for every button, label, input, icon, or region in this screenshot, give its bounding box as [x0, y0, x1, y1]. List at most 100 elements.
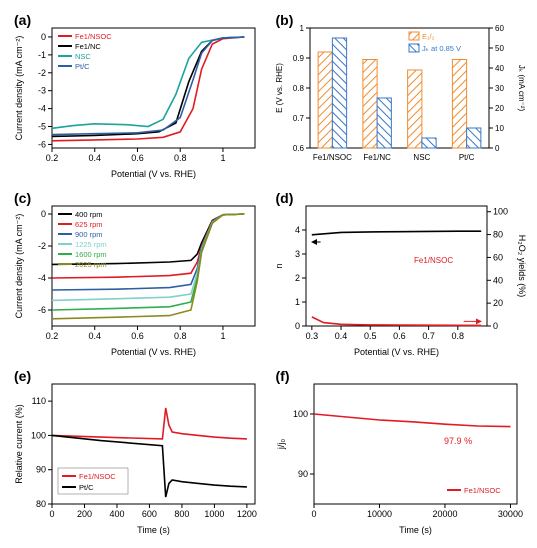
svg-text:0: 0	[41, 209, 46, 219]
panel-e-svg: 0200400600800100012008090100110Time (s)R…	[10, 366, 265, 536]
svg-text:Fe1/NC: Fe1/NC	[75, 42, 101, 51]
svg-text:100: 100	[31, 430, 46, 440]
svg-text:E (V vs. RHE): E (V vs. RHE)	[275, 63, 284, 113]
svg-text:0.4: 0.4	[88, 153, 101, 163]
svg-text:H₂O₂ yields (%): H₂O₂ yields (%)	[517, 235, 527, 298]
panel-e: (e) 0200400600800100012008090100110Time …	[10, 366, 266, 536]
svg-text:0.8: 0.8	[292, 84, 304, 93]
svg-text:20: 20	[493, 298, 503, 308]
svg-text:Jₖ at 0.85 V: Jₖ at 0.85 V	[422, 44, 461, 53]
svg-text:0: 0	[49, 509, 54, 519]
svg-text:0.7: 0.7	[292, 114, 304, 123]
panel-f: (f) 010000200003000090100Time (s)j/j₀97.…	[272, 366, 528, 536]
svg-text:10: 10	[495, 124, 504, 133]
svg-text:Fe1/NSOC: Fe1/NSOC	[464, 486, 501, 495]
svg-text:80: 80	[36, 499, 46, 509]
svg-text:E₁/₂: E₁/₂	[422, 32, 435, 41]
svg-text:Pt/C: Pt/C	[79, 483, 94, 492]
svg-text:50: 50	[495, 44, 504, 53]
svg-text:0.8: 0.8	[174, 331, 187, 341]
svg-text:0.7: 0.7	[422, 331, 435, 341]
panel-b-svg: 0.60.70.80.910102030405060Fe1/NSOCFe1/NC…	[272, 10, 527, 180]
svg-text:-3: -3	[38, 86, 46, 96]
svg-text:Pt/C: Pt/C	[75, 62, 90, 71]
panel-b: (b) 0.60.70.80.910102030405060Fe1/NSOCFe…	[272, 10, 528, 180]
panel-b-label: (b)	[276, 12, 294, 28]
svg-text:0.5: 0.5	[363, 331, 376, 341]
svg-text:0.6: 0.6	[292, 144, 304, 153]
panel-c-svg: 0.2 0.4 0.6 0.8 1 -6 -4 -2 0 Potential (V vs. RHE…	[10, 188, 265, 358]
svg-text:-6: -6	[38, 305, 46, 315]
svg-text:30000: 30000	[497, 509, 522, 519]
svg-text:0.6: 0.6	[131, 153, 144, 163]
svg-text:-2: -2	[38, 241, 46, 251]
svg-text:0.9: 0.9	[292, 54, 304, 63]
svg-text:0.8: 0.8	[174, 153, 187, 163]
svg-text:2025 rpm: 2025 rpm	[75, 260, 107, 269]
svg-text:Jₖ (mA cm⁻²): Jₖ (mA cm⁻²)	[517, 65, 526, 112]
svg-text:0.8: 0.8	[451, 331, 464, 341]
svg-text:Relative current (%): Relative current (%)	[14, 404, 24, 484]
panel-f-svg: 010000200003000090100Time (s)j/j₀97.9 %F…	[272, 366, 527, 536]
svg-text:Fe1/NSOC: Fe1/NSOC	[414, 256, 453, 265]
svg-text:1: 1	[299, 24, 304, 33]
svg-text:0: 0	[41, 32, 46, 42]
svg-text:1: 1	[220, 331, 225, 341]
svg-text:90: 90	[36, 465, 46, 475]
svg-text:40: 40	[493, 275, 503, 285]
svg-text:1000: 1000	[204, 509, 224, 519]
svg-text:200: 200	[77, 509, 92, 519]
svg-text:80: 80	[493, 230, 503, 240]
panel-d-label: (d)	[276, 190, 294, 206]
svg-text:1225 rpm: 1225 rpm	[75, 240, 107, 249]
svg-text:-4: -4	[38, 104, 46, 114]
svg-text:100: 100	[493, 207, 508, 217]
svg-text:1: 1	[220, 153, 225, 163]
svg-text:0.4: 0.4	[334, 331, 347, 341]
svg-text:n: n	[274, 263, 284, 268]
svg-text:Fe1/NSOC: Fe1/NSOC	[312, 153, 351, 162]
svg-text:Pt/C: Pt/C	[458, 153, 474, 162]
svg-text:60: 60	[495, 24, 504, 33]
svg-text:NSC: NSC	[413, 153, 430, 162]
panel-c-label: (c)	[14, 190, 31, 206]
svg-text:625 rpm: 625 rpm	[75, 220, 103, 229]
svg-text:0: 0	[495, 144, 500, 153]
svg-text:97.9 %: 97.9 %	[444, 436, 472, 446]
svg-text:-4: -4	[38, 273, 46, 283]
panel-c: (c) 0.2 0.4 0.6 0.8 1 -6 -4 -2 0 Potential (V vs.…	[10, 188, 266, 358]
svg-text:Potential (V vs. RHE): Potential (V vs. RHE)	[111, 347, 196, 357]
svg-text:1200: 1200	[237, 509, 257, 519]
svg-text:400: 400	[109, 509, 124, 519]
svg-text:110: 110	[32, 396, 46, 406]
svg-text:-6: -6	[38, 139, 46, 149]
svg-text:0: 0	[311, 509, 316, 519]
svg-text:10000: 10000	[366, 509, 391, 519]
figure-grid: (a) 0.20.40.60.81-6-5-4-3-2-10Potential …	[10, 10, 527, 536]
svg-text:j/j₀: j/j₀	[276, 439, 286, 450]
svg-text:40: 40	[495, 64, 504, 73]
svg-text:3: 3	[294, 249, 299, 259]
svg-text:60: 60	[493, 252, 503, 262]
svg-text:Fe1/NSOC: Fe1/NSOC	[75, 32, 112, 41]
svg-text:Fe1/NSOC: Fe1/NSOC	[79, 472, 116, 481]
svg-text:30: 30	[495, 84, 504, 93]
svg-text:0.2: 0.2	[46, 153, 59, 163]
svg-text:Potential (V vs. RHE): Potential (V vs. RHE)	[353, 347, 438, 357]
svg-text:4: 4	[294, 225, 299, 235]
svg-text:900 rpm: 900 rpm	[75, 230, 103, 239]
svg-text:Current density (mA cm⁻²): Current density (mA cm⁻²)	[14, 36, 24, 141]
svg-text:0.4: 0.4	[88, 331, 101, 341]
svg-text:-5: -5	[38, 122, 46, 132]
svg-text:Potential (V vs. RHE): Potential (V vs. RHE)	[111, 169, 196, 179]
panel-d-svg: 0.30.40.50.60.70.801234020406080100Poten…	[272, 188, 527, 358]
svg-text:0.2: 0.2	[46, 331, 59, 341]
svg-text:90: 90	[297, 469, 307, 479]
svg-text:0.6: 0.6	[131, 331, 144, 341]
svg-text:-2: -2	[38, 68, 46, 78]
panel-f-label: (f)	[276, 368, 290, 384]
svg-text:100: 100	[292, 409, 307, 419]
svg-text:400 rpm: 400 rpm	[75, 210, 103, 219]
svg-text:Time (s): Time (s)	[137, 525, 170, 535]
svg-text:20000: 20000	[432, 509, 457, 519]
